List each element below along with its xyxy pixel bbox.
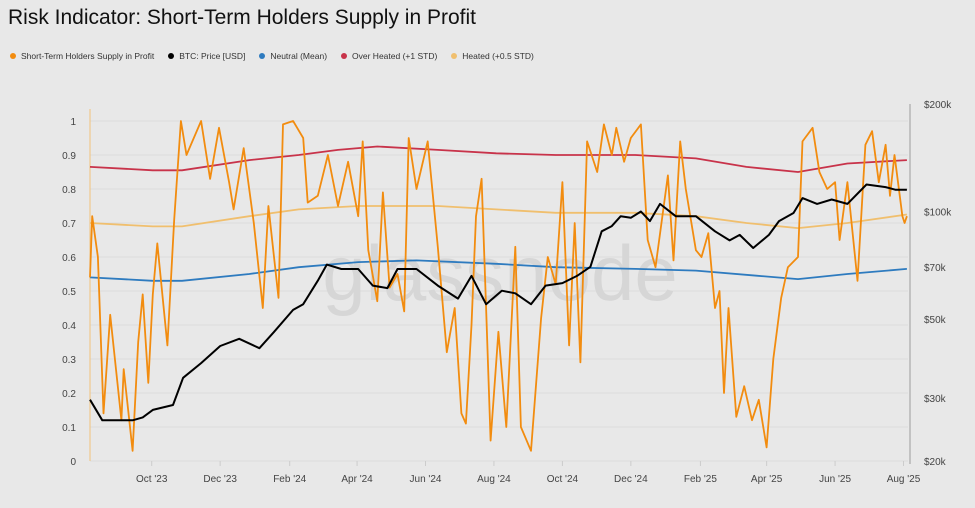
y-left-tick-label: 0.8 [62, 185, 76, 196]
legend-item[interactable]: Over Heated (+1 STD) [341, 51, 437, 61]
y-left-tick-label: 0.9 [62, 151, 76, 162]
x-tick-label: Oct '24 [547, 474, 579, 485]
legend-label: Short-Term Holders Supply in Profit [21, 51, 155, 61]
series-line-heated-0-5-std- [89, 205, 908, 229]
x-tick-label: Aug '24 [477, 474, 511, 485]
series-line-btc-price-usd- [89, 183, 907, 422]
legend-dot-icon [451, 53, 458, 59]
series-line-short-term-holders-supply-in-profit [89, 120, 908, 452]
y-right-tick-label: $30k [924, 394, 947, 405]
x-tick-label: Feb '25 [684, 474, 717, 485]
y-right-tick-label: $100k [924, 207, 952, 218]
legend-dot-icon [259, 53, 266, 59]
legend-dot-icon [10, 53, 16, 59]
x-tick-label: Aug '25 [887, 474, 921, 485]
y-left-tick-label: 0.3 [62, 355, 76, 366]
series-line-over-heated-1-std- [89, 145, 907, 173]
legend-label: BTC: Price [USD] [179, 51, 246, 61]
y-left-tick-label: 0.7 [62, 219, 76, 230]
y-right-tick-label: $50k [924, 315, 947, 326]
legend-item[interactable]: Short-Term Holders Supply in Profit [10, 51, 154, 61]
watermark-logo: glassnode [322, 229, 678, 317]
x-tick-label: Dec '23 [203, 474, 237, 485]
y-left-tick-label: 0.1 [62, 423, 76, 434]
x-tick-label: Dec '24 [614, 474, 648, 485]
y-left-tick-label: 0.6 [62, 253, 76, 264]
legend: Short-Term Holders Supply in Profit BTC: … [10, 51, 548, 61]
legend-label: Neutral (Mean) [270, 51, 328, 61]
legend-item[interactable]: Heated (+0.5 STD) [451, 51, 534, 61]
legend-label: Over Heated (+1 STD) [352, 51, 438, 61]
x-tick-label: Apr '25 [751, 474, 783, 485]
x-tick-label: Apr '24 [341, 474, 373, 485]
y-left-tick-label: 1 [70, 117, 76, 128]
legend-item[interactable]: Neutral (Mean) [259, 51, 327, 61]
chart-title: Risk Indicator: Short-Term Holders Suppl… [8, 6, 476, 29]
y-right-tick-label: $70k [924, 263, 947, 274]
x-tick-label: Oct '23 [136, 474, 168, 485]
y-left-tick-label: 0.2 [62, 389, 76, 400]
x-tick-label: Feb '24 [273, 474, 306, 485]
y-left-tick-label: 0.4 [62, 321, 76, 332]
legend-dot-icon [168, 53, 175, 59]
legend-dot-icon [341, 53, 348, 59]
y-right-tick-label: $200k [924, 100, 952, 111]
y-left-tick-label: 0.5 [62, 287, 76, 298]
legend-item[interactable]: BTC: Price [USD] [168, 51, 245, 61]
legend-label: Heated (+0.5 STD) [462, 51, 534, 61]
x-tick-label: Jun '24 [410, 474, 442, 485]
x-tick-label: Jun '25 [819, 474, 851, 485]
series-line-neutral-mean- [89, 259, 907, 282]
y-left-tick-label: 0 [70, 457, 76, 468]
y-right-tick-label: $20k [924, 457, 947, 468]
